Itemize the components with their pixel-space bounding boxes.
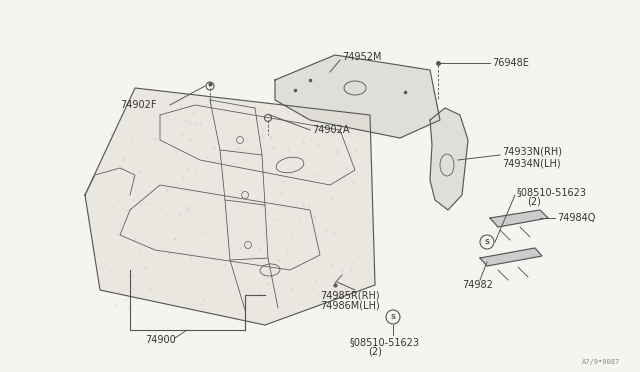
Text: 76948E: 76948E xyxy=(492,58,529,68)
Text: §08510-51623: §08510-51623 xyxy=(350,337,420,347)
Text: A7/9•0087: A7/9•0087 xyxy=(582,359,620,365)
Text: 74984Q: 74984Q xyxy=(557,213,595,223)
Text: 74933N(RH): 74933N(RH) xyxy=(502,147,562,157)
Text: (2): (2) xyxy=(527,197,541,207)
Polygon shape xyxy=(480,248,542,266)
Text: 74985R(RH): 74985R(RH) xyxy=(320,290,380,300)
Text: S: S xyxy=(390,314,396,320)
Text: S: S xyxy=(484,239,490,245)
Text: (2): (2) xyxy=(368,347,382,357)
Polygon shape xyxy=(430,108,468,210)
Polygon shape xyxy=(275,55,440,138)
Text: §08510-51623: §08510-51623 xyxy=(517,187,587,197)
Text: 74982: 74982 xyxy=(462,280,493,290)
Text: 74934N(LH): 74934N(LH) xyxy=(502,159,561,169)
Text: 74952M: 74952M xyxy=(342,52,381,62)
Text: 74986M(LH): 74986M(LH) xyxy=(320,301,380,311)
Polygon shape xyxy=(490,210,548,227)
Text: 74900: 74900 xyxy=(145,335,176,345)
Polygon shape xyxy=(85,88,375,325)
Text: 74902A: 74902A xyxy=(312,125,349,135)
Text: 74902F: 74902F xyxy=(120,100,157,110)
